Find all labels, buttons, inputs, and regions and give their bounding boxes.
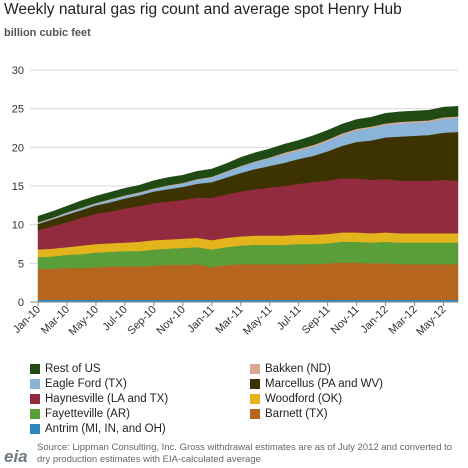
logo-text: eia [4, 447, 28, 466]
legend-label: Fayetteville (AR) [45, 408, 130, 420]
legend-swatch [250, 364, 260, 374]
x-tick-label: Nov-11 [329, 304, 362, 337]
x-tick-label: May-10 [67, 304, 101, 338]
x-tick-label: Mar-12 [387, 304, 420, 337]
legend-swatch [30, 364, 40, 374]
legend-item: Woodford (OK) [250, 393, 342, 405]
x-tick-label: Jan-11 [185, 304, 217, 336]
legend-label: Antrim (MI, IN, and OH) [45, 423, 166, 435]
y-tick-label: 30 [12, 65, 24, 77]
legend-label: Bakken (ND) [265, 363, 331, 375]
x-tick-label: Jan-10 [11, 304, 43, 336]
legend-swatch [250, 409, 260, 419]
y-tick-label: 15 [12, 181, 24, 193]
legend-item: Barnett (TX) [250, 408, 328, 420]
x-tick-label: May-11 [241, 304, 275, 338]
x-tick-label: Jan-12 [358, 304, 390, 336]
y-tick-label: 0 [18, 297, 24, 309]
legend-swatch [30, 394, 40, 404]
source-note: Source: Lippman Consulting, Inc. Gross w… [37, 442, 453, 465]
legend-item: Antrim (MI, IN, and OH) [30, 423, 166, 435]
legend-swatch [250, 379, 260, 389]
area-barnett-tx [37, 262, 459, 300]
legend-swatch [250, 394, 260, 404]
x-tick-label: Nov-10 [154, 304, 188, 338]
legend-swatch [30, 379, 40, 389]
legend-swatch [30, 409, 40, 419]
legend-swatch [30, 424, 40, 434]
x-tick-label: Sep-11 [300, 304, 333, 337]
eia-logo: eia [4, 447, 28, 467]
legend-label: Haynesville (LA and TX) [45, 393, 169, 405]
x-tick-label: Mar-10 [39, 304, 72, 337]
y-tick-label: 25 [12, 104, 24, 116]
legend-label: Marcellus (PA and WV) [265, 378, 384, 390]
legend-item: Fayetteville (AR) [30, 408, 130, 420]
legend-label: Barnett (TX) [265, 408, 328, 420]
legend-item: Haynesville (LA and TX) [30, 393, 168, 405]
x-tick-label: Sep-10 [125, 304, 159, 338]
chart-subtitle: billion cubic feet [4, 27, 91, 39]
footer: eia Source: Lippman Consulting, Inc. Gro… [0, 440, 468, 468]
y-tick-label: 5 [18, 258, 24, 270]
legend-item: Eagle Ford (TX) [30, 378, 127, 390]
x-tick-label: May-12 [414, 304, 448, 338]
legend-item: Bakken (ND) [250, 363, 331, 375]
area-rest-of-us [37, 106, 459, 223]
legend-item: Marcellus (PA and WV) [250, 378, 383, 390]
y-tick-label: 20 [12, 142, 24, 154]
legend-label: Woodford (OK) [265, 393, 343, 405]
chart-title: Weekly natural gas rig count and average… [4, 1, 402, 18]
legend-label: Eagle Ford (TX) [45, 378, 127, 390]
y-tick-label: 10 [12, 220, 24, 232]
legend-item: Rest of US [30, 363, 101, 375]
legend-label: Rest of US [45, 363, 101, 375]
x-tick-label: Mar-11 [213, 304, 246, 337]
